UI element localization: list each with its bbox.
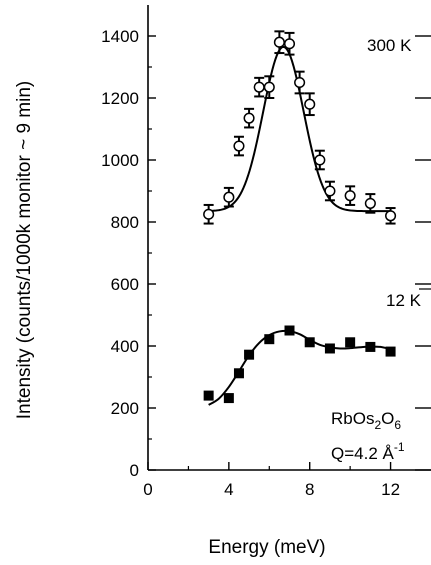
y-tick-label: 200 [111, 399, 139, 418]
data-point-300k [304, 98, 316, 110]
x-axis-label: Energy (meV) [208, 537, 325, 558]
x-tick-label: 0 [143, 480, 152, 499]
data-point-12k [284, 325, 295, 336]
annotation-12k: 12 K [386, 291, 422, 310]
data-point-300k [324, 185, 336, 197]
data-point-300k [283, 38, 296, 50]
y-tick-label: 800 [111, 213, 139, 232]
sample-formula-mid: O [381, 409, 394, 428]
y-tick-label: 1400 [101, 27, 139, 46]
y-tick-label: 0 [130, 461, 139, 480]
fit-curve-12k [208, 329, 391, 406]
sample-formula-base: RbOs [331, 409, 374, 428]
q-value-sup: -1 [394, 440, 405, 454]
data-point-12k [203, 390, 214, 401]
q-value-text: Q=4.2 Å [331, 444, 395, 463]
fit-curve-12k-group [208, 329, 391, 406]
sample-formula-sub1: 2 [374, 418, 381, 432]
sample-formula: RbOs2O6 [331, 409, 401, 432]
sample-formula-sub2: 6 [394, 418, 401, 432]
tick-group: 0 4 8 12 0 200 400 600 800 1000 1200 1400 [101, 27, 431, 499]
data-point-12k [244, 349, 255, 360]
data-point-12k [233, 368, 244, 379]
plot-axes [147, 5, 431, 471]
y-axis-label: Intensity (counts/1000k monitor ~ 9 min) [14, 81, 35, 419]
data-point-300k [243, 112, 255, 124]
data-point-300k [385, 210, 397, 222]
y-tick-label: 1200 [101, 89, 139, 108]
data-point-300k [233, 140, 245, 152]
x-tick-label: 4 [224, 480, 233, 499]
y-tick-label: 600 [111, 275, 139, 294]
annotation-300k: 300 K [367, 36, 412, 55]
series-300k [203, 30, 397, 225]
data-point-12k [304, 337, 315, 348]
x-tick-label: 12 [381, 480, 400, 499]
data-point-12k [324, 343, 335, 354]
data-point-12k [264, 334, 275, 345]
data-point-300k [253, 81, 265, 93]
y-tick-label: 1000 [101, 151, 139, 170]
data-point-300k [263, 81, 275, 93]
data-point-300k [294, 76, 306, 89]
data-point-300k [203, 208, 215, 220]
data-point-300k [223, 191, 235, 203]
data-point-12k [385, 346, 396, 357]
data-point-300k [314, 154, 326, 166]
data-point-300k [273, 36, 285, 48]
data-point-12k [365, 341, 376, 352]
data-point-12k [223, 393, 234, 404]
data-point-12k [345, 337, 356, 348]
data-point-300k [344, 190, 356, 202]
series-12k [203, 325, 396, 404]
data-point-300k [364, 197, 376, 209]
x-tick-label: 8 [305, 480, 314, 499]
y-tick-label: 400 [111, 337, 139, 356]
q-value: Q=4.2 Å-1 [331, 440, 405, 463]
